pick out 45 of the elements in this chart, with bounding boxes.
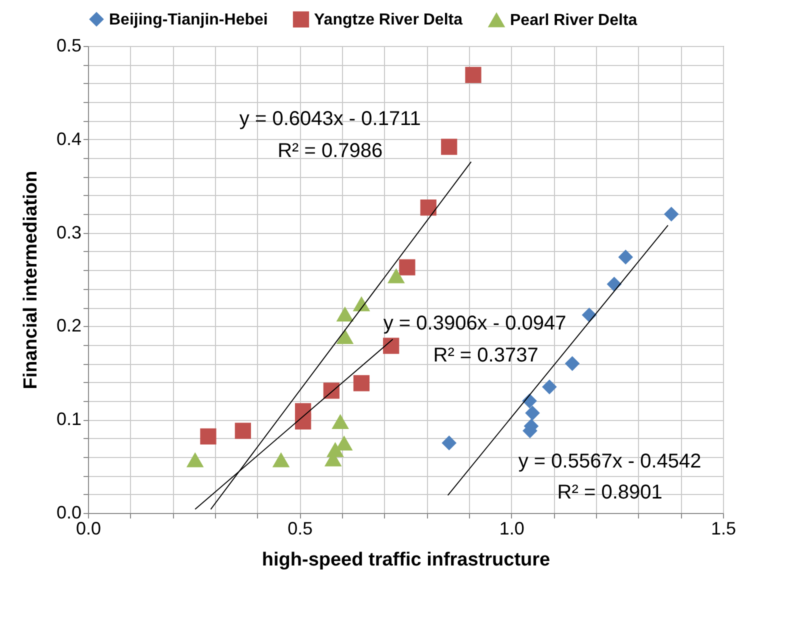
point	[564, 356, 580, 371]
point	[664, 206, 679, 222]
point	[383, 338, 400, 354]
point	[336, 306, 354, 322]
legend-label: Pearl River Delta	[510, 12, 638, 29]
point	[420, 200, 436, 216]
point	[294, 413, 312, 430]
x-tick-label: 1.0	[499, 518, 524, 538]
annotation: R² = 0.3737	[433, 344, 538, 366]
point	[606, 276, 622, 292]
point	[326, 442, 344, 457]
y-tick-label: 0.5	[56, 36, 82, 56]
annotation: y = 0.3906x - 0.0947	[383, 312, 566, 334]
point	[441, 138, 458, 155]
legend-label: Yangtze River Delta	[314, 11, 463, 28]
x-axis-title: high-speed traffic infrastructure	[262, 550, 550, 570]
y-tick-label: 0.1	[56, 409, 82, 430]
point	[399, 259, 416, 276]
annotation: y = 0.6043x - 0.1711	[239, 108, 421, 130]
point	[272, 452, 290, 468]
y-tick-label: 0.2	[56, 316, 82, 336]
point	[442, 436, 457, 450]
point	[353, 375, 370, 392]
annotation: R² = 0.8901	[557, 481, 662, 504]
x-tick-label: 0.5	[288, 518, 313, 538]
point	[323, 382, 340, 399]
annotation: R² = 0.7986	[278, 140, 383, 162]
x-tick-label: 1.5	[710, 518, 736, 538]
point	[186, 452, 204, 468]
point	[234, 422, 252, 439]
point	[542, 379, 557, 394]
point	[352, 296, 370, 312]
point	[332, 414, 349, 429]
y-axis-title: Financial intermediation	[20, 170, 42, 390]
point	[200, 428, 216, 444]
point	[465, 66, 482, 84]
point	[618, 250, 634, 264]
point	[582, 308, 597, 322]
point	[388, 268, 405, 284]
y-tick-label: 0.3	[56, 222, 82, 242]
legend-label: Beijing-Tianjin-Hebei	[109, 11, 268, 28]
point	[525, 406, 540, 420]
y-tick-label: 0.4	[56, 128, 82, 149]
annotation: y = 0.5567x - 0.4542	[518, 450, 702, 472]
point	[336, 328, 354, 344]
